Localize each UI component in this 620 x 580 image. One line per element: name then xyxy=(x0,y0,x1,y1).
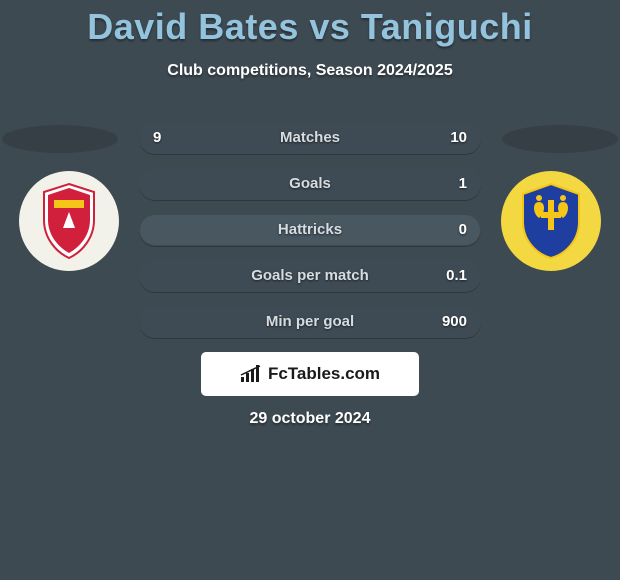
stat-label: Min per goal xyxy=(139,306,481,338)
bar-chart-icon xyxy=(240,365,262,383)
stat-row: Goals1 xyxy=(139,168,481,200)
comparison-card: David Bates vs Taniguchi Club competitio… xyxy=(0,0,620,580)
date-label: 29 october 2024 xyxy=(0,410,620,428)
stat-row: Matches9 10 xyxy=(139,122,481,154)
subtitle: Club competitions, Season 2024/2025 xyxy=(0,62,620,80)
stat-row: Min per goal900 xyxy=(139,306,481,338)
stat-value-right: 1 xyxy=(459,168,467,200)
stat-label: Goals per match xyxy=(139,260,481,292)
stat-label: Goals xyxy=(139,168,481,200)
stat-label: Hattricks xyxy=(139,214,481,246)
player-shadow-right xyxy=(502,125,618,153)
stat-value-right: 0 xyxy=(459,214,467,246)
brand-badge: FcTables.com xyxy=(201,352,419,396)
player-shadow-left xyxy=(2,125,118,153)
shield-icon xyxy=(519,182,583,260)
club-crest-left xyxy=(19,171,119,271)
stat-row: Goals per match0.1 xyxy=(139,260,481,292)
stat-row: Hattricks0 xyxy=(139,214,481,246)
stat-value-right: 10 xyxy=(450,122,467,154)
page-title: David Bates vs Taniguchi xyxy=(0,0,620,48)
shield-icon xyxy=(40,182,98,260)
stats-panel: Matches910Goals1Hattricks0Goals per matc… xyxy=(139,122,481,352)
stat-value-right: 0.1 xyxy=(446,260,467,292)
stat-value-right: 900 xyxy=(442,306,467,338)
stat-label: Matches xyxy=(139,122,481,154)
club-crest-right xyxy=(501,171,601,271)
stat-value-left: 9 xyxy=(153,122,161,154)
brand-label: FcTables.com xyxy=(268,364,380,384)
